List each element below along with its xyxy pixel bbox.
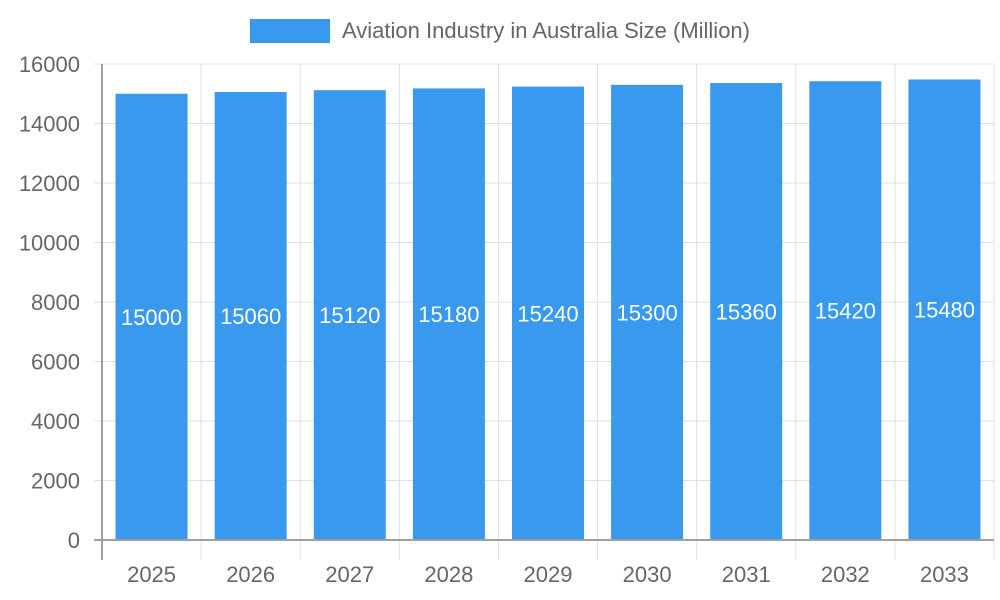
x-tick-label: 2029 — [524, 562, 573, 587]
x-tick-label: 2032 — [821, 562, 870, 587]
bar-value-label: 15240 — [517, 301, 578, 326]
bar[interactable] — [710, 83, 783, 540]
bar-value-label: 15360 — [716, 300, 777, 325]
chart-legend: Aviation Industry in Australia Size (Mil… — [0, 18, 1000, 44]
bar-value-label: 15000 — [121, 305, 182, 330]
bar[interactable] — [412, 88, 485, 541]
y-tick-label: 6000 — [31, 350, 80, 375]
legend-label[interactable]: Aviation Industry in Australia Size (Mil… — [342, 18, 750, 43]
y-tick-label: 10000 — [19, 231, 80, 256]
bar-value-label: 15300 — [617, 300, 678, 325]
bar-value-label: 15420 — [815, 299, 876, 324]
bars — [115, 79, 981, 541]
y-tick-label: 14000 — [19, 112, 80, 137]
y-tick-label: 0 — [68, 528, 80, 553]
bar-value-label: 15180 — [418, 302, 479, 327]
bar[interactable] — [512, 86, 584, 541]
bar[interactable] — [908, 79, 981, 540]
labels: 0 2000 4000 6000 8000 10000 12000 14000 16000 150… — [19, 52, 975, 587]
y-tick-label: 16000 — [19, 52, 80, 77]
bar[interactable] — [611, 84, 684, 540]
y-tick-label: 2000 — [31, 469, 80, 494]
bar[interactable] — [214, 91, 287, 540]
bar-value-label: 15480 — [914, 298, 975, 323]
y-tick-label: 12000 — [19, 171, 80, 196]
x-tick-label: 2031 — [722, 562, 771, 587]
x-tick-label: 2033 — [920, 562, 969, 587]
x-tick-label: 2025 — [127, 562, 176, 587]
bar[interactable] — [115, 93, 188, 540]
x-tick-label: 2028 — [424, 562, 473, 587]
bar-value-label: 15120 — [319, 303, 380, 328]
legend-swatch[interactable] — [250, 19, 330, 43]
axes — [94, 64, 994, 560]
bar-value-label: 15060 — [220, 304, 281, 329]
x-tick-label: 2030 — [623, 562, 672, 587]
y-tick-label: 4000 — [31, 409, 80, 434]
bar[interactable] — [313, 90, 386, 541]
x-tick-label: 2027 — [325, 562, 374, 587]
bar[interactable] — [809, 81, 882, 540]
x-tick-label: 2026 — [226, 562, 275, 587]
y-tick-label: 8000 — [31, 290, 80, 315]
